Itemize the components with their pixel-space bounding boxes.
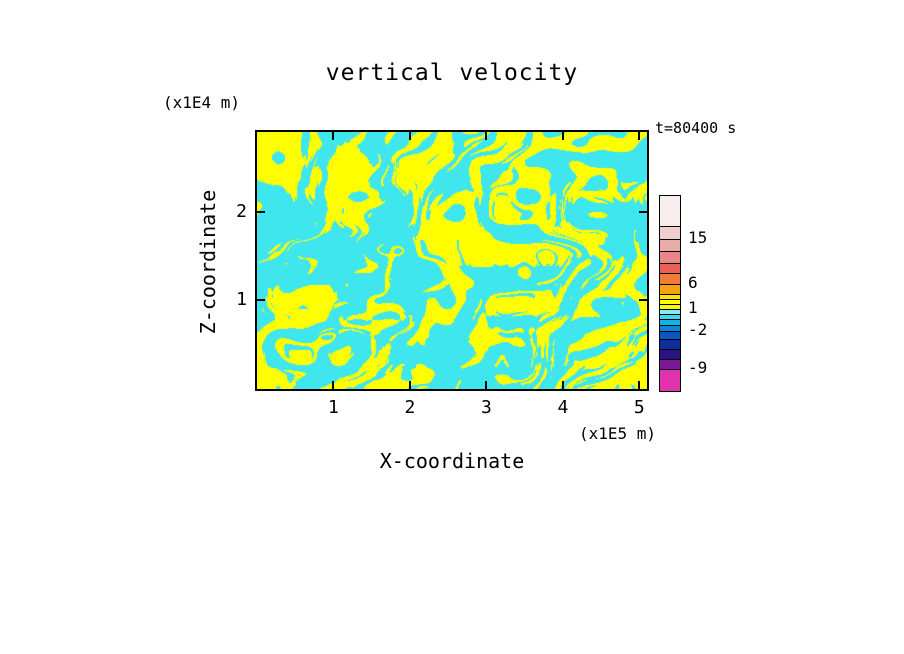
time-annotation: t=80400 s	[655, 119, 737, 137]
colorbar-segment	[660, 239, 680, 251]
colorbar-tick-label: 1	[688, 298, 698, 317]
y-axis-tick-right	[639, 299, 647, 302]
colorbar-segment	[660, 251, 680, 263]
colorbar	[659, 195, 681, 392]
colorbar-segment	[660, 196, 680, 226]
x-axis-tick	[408, 381, 411, 389]
colorbar-segment	[660, 263, 680, 273]
plot-area	[255, 130, 649, 391]
colorbar-segment	[660, 339, 680, 349]
colorbar-segment	[660, 294, 680, 299]
y-axis-tick	[257, 210, 265, 213]
x-tick-label: 4	[557, 397, 569, 418]
x-axis-tick	[332, 381, 335, 389]
colorbar-segment	[660, 309, 680, 314]
x-axis-unit-label: (x1E5 m)	[578, 424, 656, 443]
chart-title: vertical velocity	[325, 60, 579, 86]
x-axis-tick-top	[638, 132, 641, 140]
x-tick-label: 1	[328, 397, 339, 418]
x-axis-tick	[561, 381, 564, 389]
y-tick-label: 1	[236, 289, 247, 311]
x-tick-label: 3	[480, 397, 492, 418]
x-axis-tick-top	[408, 132, 411, 140]
colorbar-tick-label: 15	[688, 227, 708, 247]
x-tick-label: 2	[404, 397, 416, 418]
x-axis-tick-top	[332, 132, 335, 140]
colorbar-segment	[660, 319, 680, 325]
y-tick-label: 2	[236, 200, 247, 222]
y-axis-tick-right	[639, 210, 647, 213]
colorbar-segment	[660, 304, 680, 309]
x-axis-tick-top	[561, 132, 564, 140]
x-axis-tick-top	[485, 132, 488, 140]
colorbar-segment	[660, 299, 680, 304]
colorbar-segment	[660, 369, 680, 391]
y-axis-unit-label: (x1E4 m)	[163, 93, 241, 112]
colorbar-segment	[660, 325, 680, 331]
colorbar-segment	[660, 331, 680, 339]
y-axis-tick	[257, 299, 265, 302]
colorbar-segment	[660, 226, 680, 239]
colorbar-segment	[660, 314, 680, 319]
colorbar-segment	[660, 359, 680, 369]
colorbar-tick-label: -9	[688, 358, 708, 377]
colorbar-tick-label: 6	[688, 273, 698, 292]
colorbar-segment	[660, 349, 680, 359]
colorbar-segment	[660, 273, 680, 284]
heatmap-canvas	[257, 132, 647, 389]
x-tick-label: 5	[633, 397, 645, 418]
x-axis-tick	[485, 381, 488, 389]
colorbar-segment	[660, 284, 680, 294]
y-axis-title: Z-coordinate	[196, 189, 220, 335]
x-axis-tick	[638, 381, 641, 389]
x-axis-title: X-coordinate	[379, 449, 525, 473]
colorbar-tick-label: -2	[688, 319, 708, 339]
